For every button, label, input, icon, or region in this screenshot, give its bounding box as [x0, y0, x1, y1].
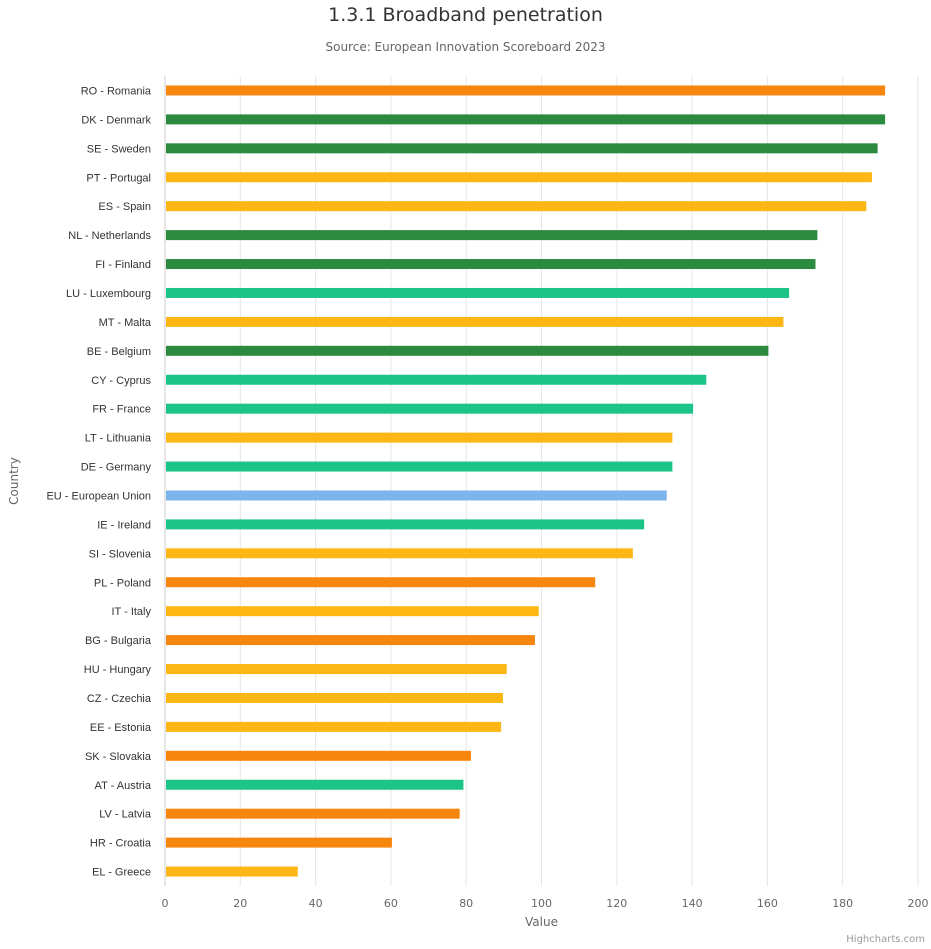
bar[interactable] — [166, 693, 503, 703]
category-label: LU - Luxembourg — [66, 288, 151, 300]
bar[interactable] — [166, 635, 535, 645]
category-label: CY - Cyprus — [91, 375, 151, 387]
grid-lines — [165, 76, 918, 886]
bars — [166, 85, 885, 876]
bar[interactable] — [166, 548, 633, 558]
x-tick-label: 20 — [233, 897, 247, 910]
bar[interactable] — [166, 346, 768, 356]
bar[interactable] — [166, 751, 471, 761]
category-label: IE - Ireland — [97, 519, 151, 531]
bar[interactable] — [166, 375, 706, 385]
x-tick-label: 0 — [162, 897, 169, 910]
x-tick-labels: 0 20 40 60 80 100 120 140 160 180 200 — [162, 897, 929, 910]
x-tick-label: 120 — [606, 897, 627, 910]
category-label: RO - Romania — [81, 85, 152, 97]
x-tick-label: 140 — [682, 897, 703, 910]
category-label: FI - Finland — [95, 259, 151, 271]
category-label: HU - Hungary — [84, 664, 152, 676]
category-label: FR - France — [92, 404, 151, 416]
bar[interactable] — [166, 143, 878, 153]
category-label: ES - Spain — [98, 201, 151, 213]
x-tick-label: 80 — [459, 897, 473, 910]
bar[interactable] — [166, 433, 672, 443]
category-label: LT - Lithuania — [85, 433, 152, 445]
category-label: BG - Bulgaria — [85, 635, 152, 647]
bar[interactable] — [166, 230, 817, 240]
bar[interactable] — [166, 462, 672, 472]
category-label: SI - Slovenia — [89, 548, 152, 560]
bar[interactable] — [166, 722, 501, 732]
category-label: SE - Sweden — [87, 143, 151, 155]
category-label: AT - Austria — [95, 780, 152, 792]
bar[interactable] — [166, 317, 783, 327]
category-label: MT - Malta — [99, 317, 152, 329]
category-label: PL - Poland — [94, 577, 151, 589]
bar[interactable] — [166, 519, 644, 529]
bar[interactable] — [166, 259, 815, 269]
category-label: DE - Germany — [81, 462, 152, 474]
category-label: EU - European Union — [46, 490, 151, 502]
x-tick-label: 160 — [757, 897, 778, 910]
category-label: BE - Belgium — [87, 346, 151, 358]
bar[interactable] — [166, 201, 866, 211]
category-label: PT - Portugal — [86, 172, 151, 184]
x-axis-title: Value — [525, 915, 558, 929]
bar[interactable] — [166, 85, 885, 95]
bar[interactable] — [166, 867, 298, 877]
x-tick-label: 60 — [384, 897, 398, 910]
bar[interactable] — [166, 577, 595, 587]
category-label: EL - Greece — [92, 867, 151, 879]
x-tick-label: 180 — [832, 897, 853, 910]
category-label: SK - Slovakia — [85, 751, 152, 763]
category-label: IT - Italy — [111, 606, 151, 618]
category-label: HR - Croatia — [90, 838, 152, 850]
category-label: EE - Estonia — [90, 722, 152, 734]
bar[interactable] — [166, 490, 667, 500]
bar[interactable] — [166, 780, 463, 790]
category-label: LV - Latvia — [99, 809, 152, 821]
x-tick-label: 40 — [309, 897, 323, 910]
bar[interactable] — [166, 809, 460, 819]
y-axis-title: Country — [7, 457, 21, 505]
bar[interactable] — [166, 606, 539, 616]
bar[interactable] — [166, 172, 872, 182]
category-labels: RO - Romania DK - Denmark SE - Sweden PT - … — [46, 85, 151, 878]
category-label: NL - Netherlands — [68, 230, 151, 242]
x-tick-label: 100 — [531, 897, 552, 910]
bar[interactable] — [166, 288, 789, 298]
credits-link[interactable]: Highcharts.com — [846, 934, 925, 945]
bar[interactable] — [166, 664, 507, 674]
bar[interactable] — [166, 114, 885, 124]
category-label: DK - Denmark — [81, 114, 151, 126]
x-tick-label: 200 — [908, 897, 929, 910]
bar[interactable] — [166, 404, 693, 414]
category-label: CZ - Czechia — [87, 693, 152, 705]
bar[interactable] — [166, 838, 392, 848]
